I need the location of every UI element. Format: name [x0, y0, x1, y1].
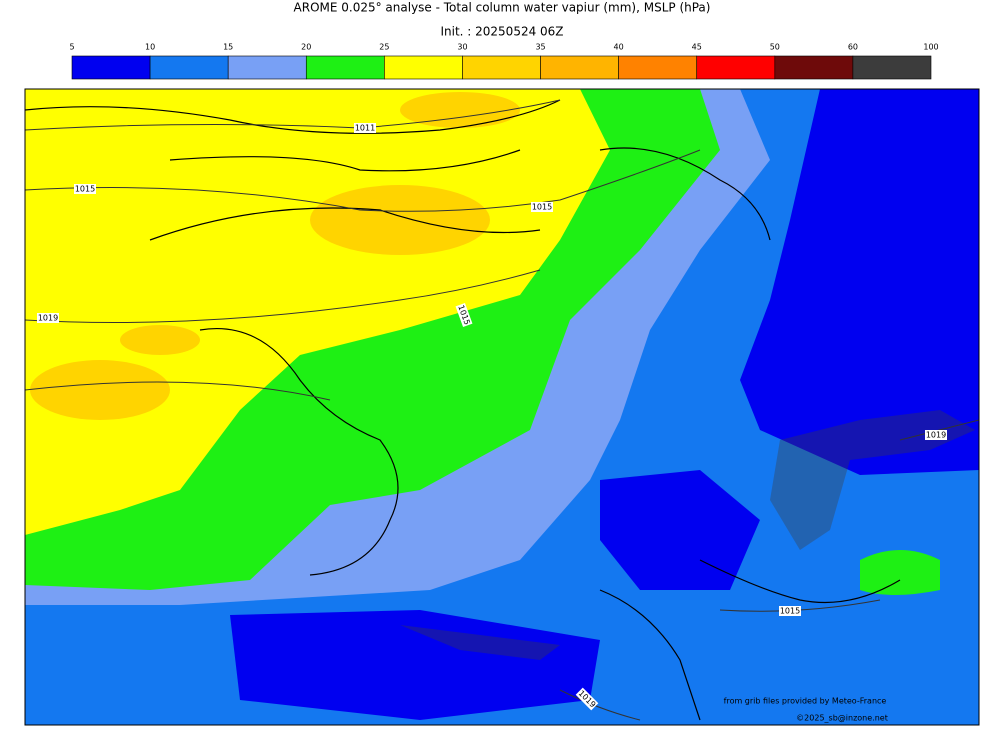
region-30-35 — [400, 92, 520, 128]
region-30-35 — [310, 185, 490, 255]
colorbar-tick-label: 50 — [770, 43, 780, 52]
colorbar-segment — [384, 55, 463, 80]
isobar-label-bg — [575, 687, 599, 711]
credit: from grib files provided by Meteo-France — [724, 697, 887, 706]
colorbar-tick-label: 45 — [692, 43, 702, 52]
isobar-label-bg — [37, 313, 59, 323]
colorbar-segment — [149, 55, 229, 80]
region-alps — [770, 410, 975, 550]
colorbar-segment — [71, 55, 151, 80]
colorbar-tick-label: 25 — [379, 43, 389, 52]
colorbar-tick-label: 5 — [69, 43, 74, 52]
colorbar-tick-label: 60 — [848, 43, 858, 52]
region-5-10 — [600, 470, 760, 590]
colorbar-segment — [305, 55, 385, 80]
colorbar-tick-label: 100 — [923, 43, 938, 52]
title: AROME 0.025° analyse - Total column wate… — [294, 1, 711, 15]
subtitle: Init. : 20250524 06Z — [440, 25, 563, 39]
colorbar-tick-label: 30 — [457, 43, 467, 52]
colorbar-tick-label: 40 — [614, 43, 624, 52]
region-5-10 — [740, 89, 979, 475]
isobar-label: 1019 — [38, 314, 58, 323]
isobar-label: 1015 — [532, 203, 552, 212]
map-frame — [24, 88, 980, 726]
coastline — [25, 99, 901, 721]
region-20-25 — [860, 550, 940, 595]
colorbar-tick-label: 15 — [223, 43, 233, 52]
region-30-35 — [30, 360, 170, 420]
colorbar-segment — [852, 55, 932, 80]
isobar-label-bg — [531, 202, 553, 212]
colorbar-tick-label: 20 — [301, 43, 311, 52]
colorbar-segment — [618, 55, 698, 80]
colorbar-segment — [227, 55, 307, 80]
isobar-label: 1015 — [780, 607, 800, 616]
isobar-label-bg — [74, 184, 96, 194]
colorbar-segment — [462, 55, 541, 80]
colorbar-tick-label: 35 — [535, 43, 545, 52]
isobar-label-bg — [455, 302, 473, 328]
isobar-label-bg — [925, 430, 947, 440]
colorbar-segment — [540, 55, 619, 80]
colorbar-segment — [696, 55, 776, 80]
region-30-35 — [120, 325, 200, 355]
credit: ©2025_sb@inzone.net — [796, 714, 888, 723]
isobar-label: 1019 — [926, 431, 946, 440]
colorbar: 5 10 15 20 25 30 35 40 45 50 60 100 — [69, 43, 939, 80]
region-5-10 — [230, 610, 600, 720]
isobar-label-bg — [779, 606, 801, 616]
region-pyrenees — [400, 625, 560, 660]
isobar-label-bg — [354, 123, 376, 133]
isobar-label: 1011 — [355, 124, 375, 133]
colorbar-segment — [774, 55, 854, 80]
isobar-label: 1015 — [75, 185, 95, 194]
colorbar-tick-label: 10 — [145, 43, 155, 52]
